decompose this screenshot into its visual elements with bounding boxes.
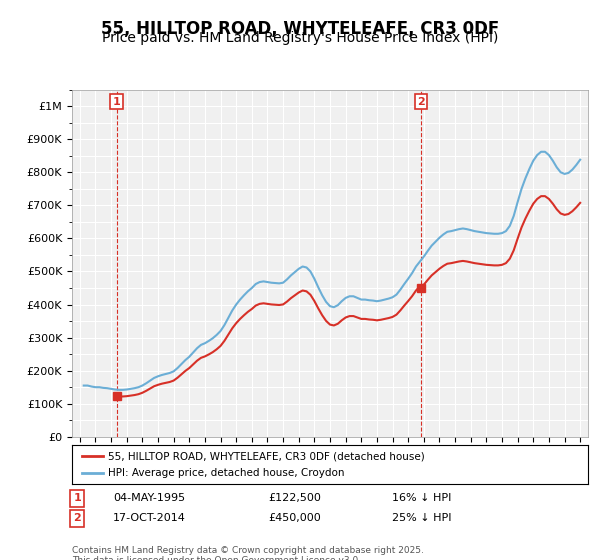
Text: 1: 1 bbox=[113, 96, 121, 106]
Text: 25% ↓ HPI: 25% ↓ HPI bbox=[392, 514, 451, 524]
Text: 17-OCT-2014: 17-OCT-2014 bbox=[113, 514, 186, 524]
Text: 2: 2 bbox=[73, 514, 81, 524]
Text: Contains HM Land Registry data © Crown copyright and database right 2025.
This d: Contains HM Land Registry data © Crown c… bbox=[72, 546, 424, 560]
Text: HPI: Average price, detached house, Croydon: HPI: Average price, detached house, Croy… bbox=[108, 468, 344, 478]
Text: 55, HILLTOP ROAD, WHYTELEAFE, CR3 0DF (detached house): 55, HILLTOP ROAD, WHYTELEAFE, CR3 0DF (d… bbox=[108, 451, 425, 461]
Text: 1: 1 bbox=[73, 493, 81, 503]
Text: 16% ↓ HPI: 16% ↓ HPI bbox=[392, 493, 451, 503]
Text: 04-MAY-1995: 04-MAY-1995 bbox=[113, 493, 185, 503]
Text: Price paid vs. HM Land Registry's House Price Index (HPI): Price paid vs. HM Land Registry's House … bbox=[102, 31, 498, 45]
Text: £122,500: £122,500 bbox=[268, 493, 321, 503]
Text: £450,000: £450,000 bbox=[268, 514, 321, 524]
Text: 2: 2 bbox=[417, 96, 425, 106]
Text: 55, HILLTOP ROAD, WHYTELEAFE, CR3 0DF: 55, HILLTOP ROAD, WHYTELEAFE, CR3 0DF bbox=[101, 20, 499, 38]
